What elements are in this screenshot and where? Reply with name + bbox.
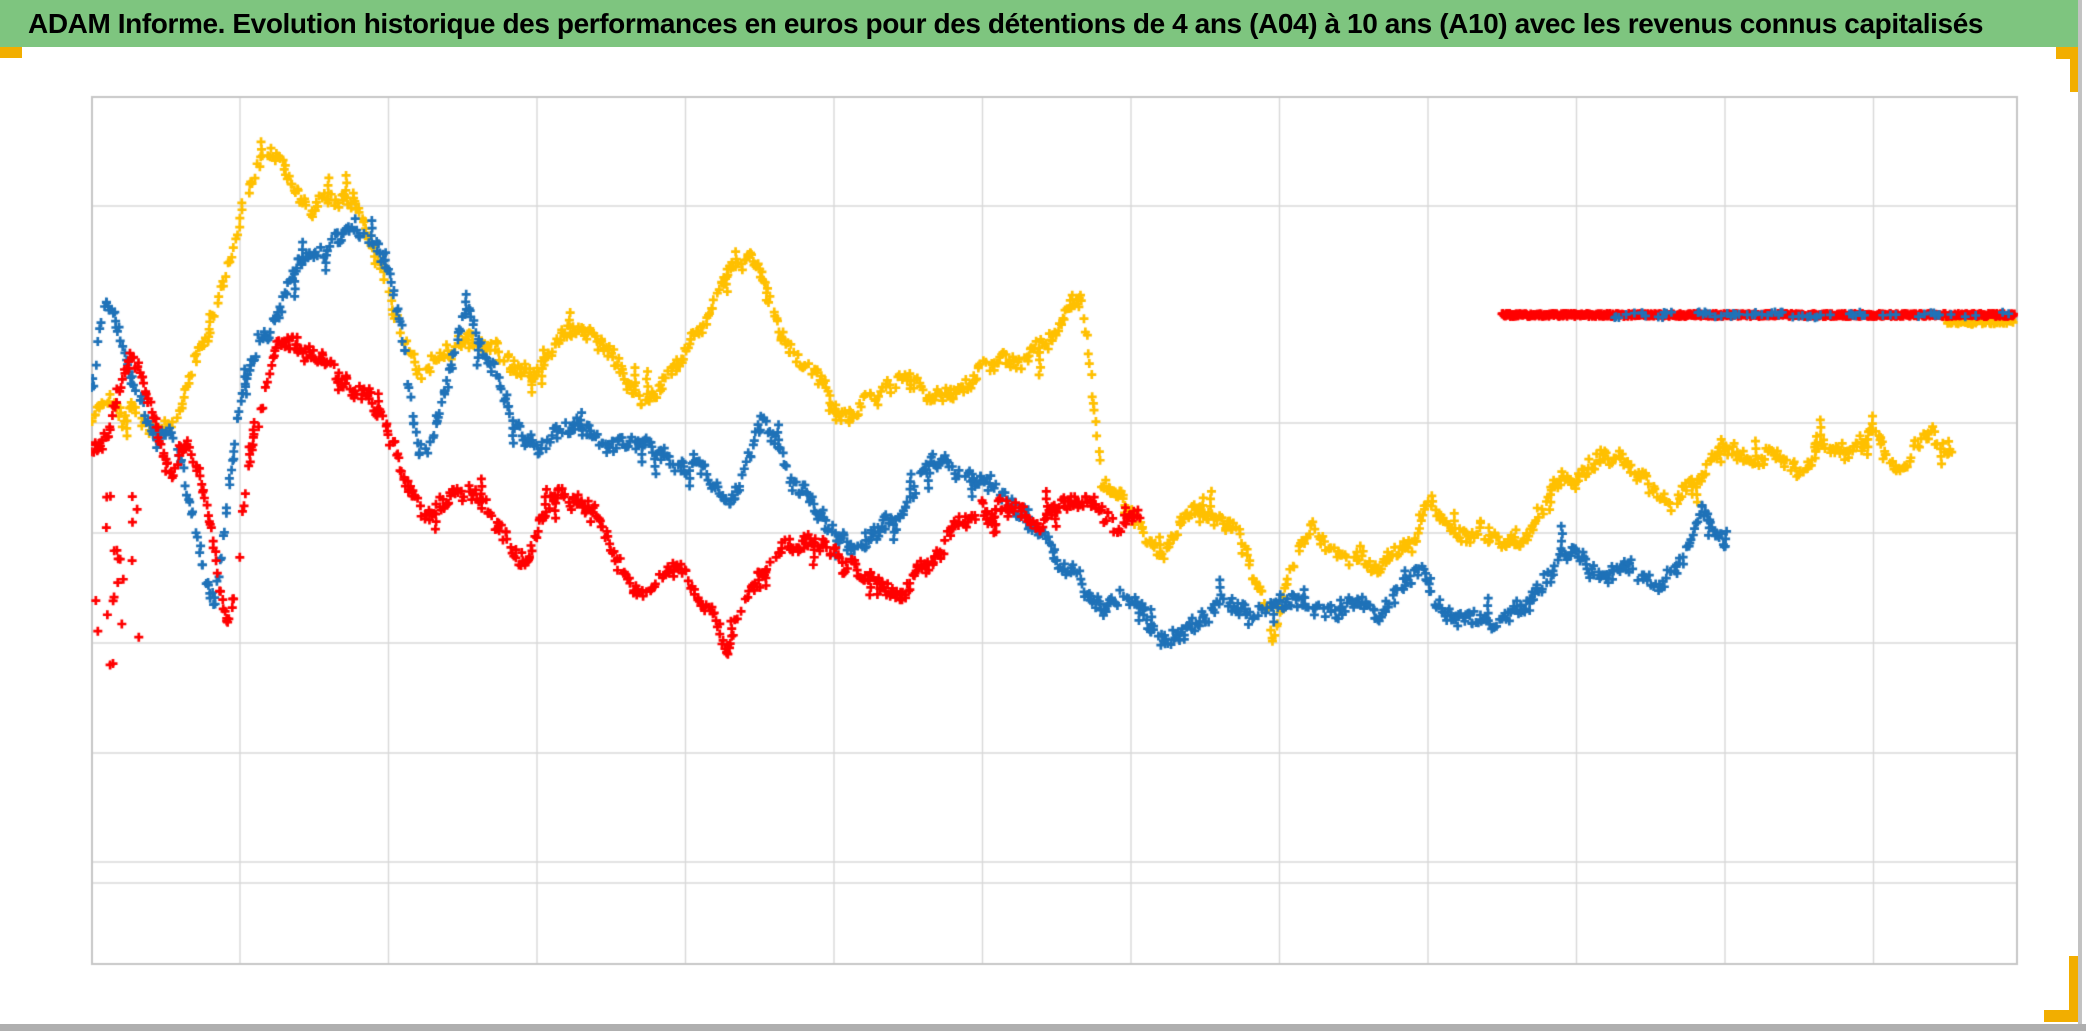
chart-title: ADAM Informe. Evolution historique des p… — [28, 7, 1984, 39]
chart-title-bar: ADAM Informe. Evolution historique des p… — [0, 0, 2078, 47]
window-bottom-edge — [0, 1024, 2086, 1031]
window-right-edge — [2078, 0, 2082, 1031]
selection-handle-bottom-right-horizontal — [2044, 1010, 2081, 1022]
selection-handle-top-left — [0, 47, 22, 58]
